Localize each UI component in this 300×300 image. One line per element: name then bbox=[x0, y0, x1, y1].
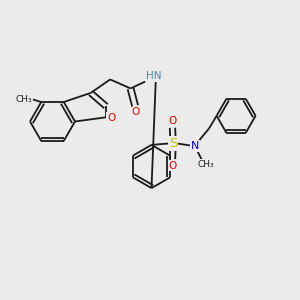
Text: O: O bbox=[168, 160, 177, 171]
Text: HN: HN bbox=[146, 71, 162, 81]
Text: CH₃: CH₃ bbox=[198, 160, 214, 169]
Text: S: S bbox=[169, 137, 177, 150]
Text: O: O bbox=[168, 116, 177, 126]
Text: CH₃: CH₃ bbox=[16, 94, 32, 103]
Text: O: O bbox=[132, 107, 140, 117]
Text: O: O bbox=[107, 113, 116, 123]
Text: N: N bbox=[190, 141, 199, 151]
